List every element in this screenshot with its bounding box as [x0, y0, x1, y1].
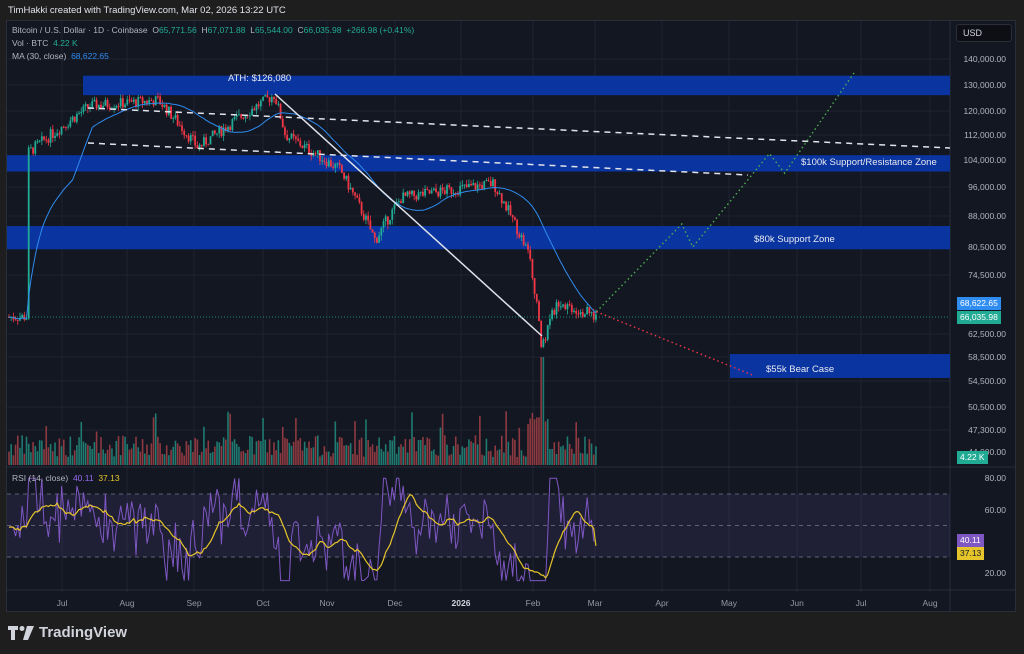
- rsi-axis-label: 80.00: [984, 473, 1006, 484]
- price-axis-label: 80,500.00: [968, 242, 1006, 252]
- symbol-title: Bitcoin / U.S. Dollar · 1D · Coinbase: [12, 25, 148, 35]
- volume-legend: Vol · BTC 4.22 K: [12, 38, 78, 48]
- tradingview-logo-icon: [8, 625, 34, 640]
- bear-projection-line: [596, 311, 753, 376]
- rsi-axis-label: 60.00: [984, 504, 1006, 515]
- time-axis-label: Jul: [56, 598, 68, 608]
- price-axis-label: 50,500.00: [968, 402, 1006, 412]
- time-axis-label: Dec: [387, 598, 403, 608]
- time-axis-label: Aug: [922, 598, 938, 608]
- time-axis-label: Jun: [790, 598, 804, 608]
- rsi-value: 40.11: [72, 473, 94, 483]
- tradingview-logo[interactable]: TradingView: [8, 624, 127, 641]
- rsi-line: [8, 477, 596, 583]
- 100k-zone-label: $100k Support/Resistance Zone: [801, 157, 937, 168]
- price-axis-label: 96,000.00: [968, 182, 1006, 192]
- price-axis-label: 47,300.00: [968, 425, 1006, 435]
- volume-bars: [8, 357, 597, 465]
- volume-value: 4.22 K: [53, 38, 78, 48]
- chart-credit: TimHakki created with TradingView.com, M…: [8, 5, 286, 16]
- rsi-ma-value: 37.13: [98, 473, 120, 483]
- ma-value: 68,622.65: [71, 51, 109, 61]
- close-value: 66,035.98: [303, 25, 342, 35]
- time-axis-label: Sep: [186, 598, 202, 608]
- rsi-tag: 40.11: [957, 534, 984, 547]
- 55k-zone-label: $55k Bear Case: [766, 364, 835, 375]
- close-price-tag: 66,035.98: [957, 311, 1001, 324]
- price-axis-label: 112,000.00: [964, 130, 1006, 140]
- open-value: 65,771.56: [158, 25, 197, 35]
- time-axis-label: 2026: [451, 598, 471, 608]
- bull-projection-line: [595, 71, 856, 313]
- candles: [8, 90, 597, 349]
- price-axis-label: 140,000.00: [963, 54, 1006, 64]
- change-value: +266.98 (+0.41%): [346, 25, 415, 35]
- price-axis-label: 120,000.00: [963, 106, 1006, 116]
- ma-legend: MA (30, close) 68,622.65: [12, 51, 109, 61]
- low-value: 65,544.00: [254, 25, 293, 35]
- currency-button[interactable]: USD: [956, 24, 1012, 42]
- price-axis-label: 130,000.00: [963, 80, 1006, 90]
- price-axis-label: 104,000.00: [963, 155, 1006, 165]
- ma-price-tag: 68,622.65: [957, 297, 1001, 310]
- 80k-zone-label: $80k Support Zone: [754, 234, 835, 245]
- rsi-ma-line: [8, 494, 597, 579]
- rsi-axis-label: 20.00: [984, 567, 1006, 578]
- price-axis-label: 54,500.00: [968, 376, 1006, 386]
- rsi-legend: RSI (14, close) 40.11 37.13: [12, 473, 120, 483]
- price-axis-label: 58,500.00: [968, 352, 1006, 362]
- high-value: 67,071.88: [207, 25, 246, 35]
- time-axis-label: Mar: [587, 598, 603, 608]
- zone-box[interactable]: [83, 75, 950, 96]
- time-axis-label: Oct: [256, 598, 270, 608]
- price-axis-label: 88,000.00: [968, 211, 1006, 221]
- zone-box[interactable]: [730, 354, 950, 378]
- price-axis-label: 62,500.00: [968, 329, 1006, 339]
- time-axis-label: Apr: [655, 598, 669, 608]
- symbol-legend: Bitcoin / U.S. Dollar · 1D · Coinbase O6…: [12, 25, 415, 35]
- time-axis-label: Aug: [119, 598, 135, 608]
- zones: [7, 75, 950, 378]
- ath-zone-label: ATH: $126,080: [228, 73, 292, 84]
- rsi-ma-tag: 37.13: [957, 547, 985, 560]
- ma-line: [8, 102, 597, 320]
- time-axis-label: Feb: [525, 598, 541, 608]
- time-axis-label: Jul: [855, 598, 867, 608]
- volume-tag: 4.22 K: [957, 451, 988, 464]
- trend-lines: [8, 93, 951, 337]
- time-axis-label: Nov: [319, 598, 335, 608]
- time-axis-label: May: [720, 598, 738, 608]
- zone-box[interactable]: [7, 155, 950, 172]
- zone-box[interactable]: [7, 226, 950, 250]
- chart-frame[interactable]: [6, 20, 1016, 612]
- brand-name: TradingView: [39, 624, 128, 641]
- price-axis-label: 74,500.00: [968, 270, 1006, 280]
